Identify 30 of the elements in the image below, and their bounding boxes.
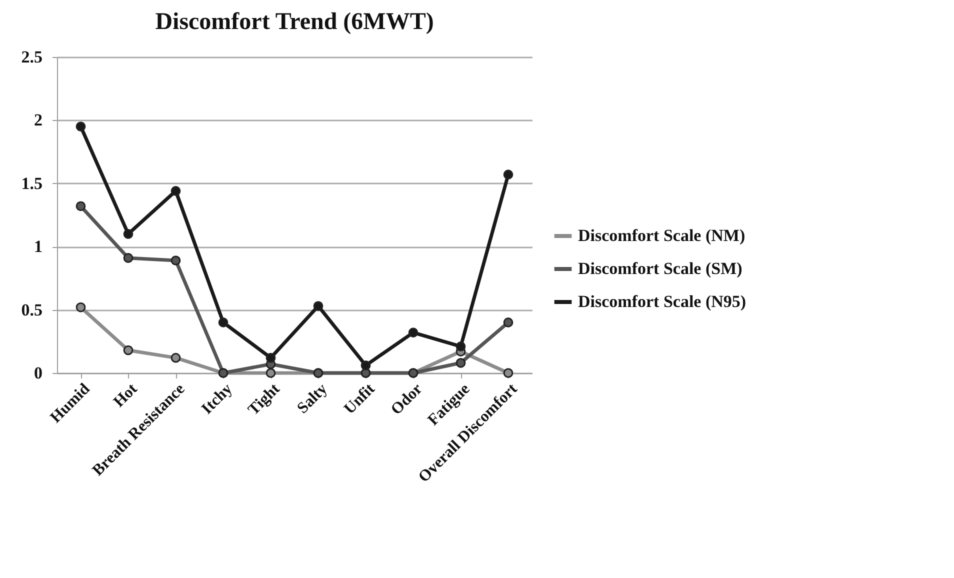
legend-label: Discomfort Scale (NM) <box>578 226 746 245</box>
point <box>313 301 324 311</box>
legend-label: Discomfort Scale (SM) <box>578 259 742 278</box>
point <box>76 122 86 132</box>
point <box>408 328 418 338</box>
point <box>503 318 514 328</box>
point <box>456 358 466 368</box>
y-tick-label: 2.5 <box>21 48 42 66</box>
point <box>360 360 371 370</box>
point <box>76 302 86 312</box>
point <box>218 318 228 328</box>
y-tick-label: 1.5 <box>21 174 42 193</box>
point <box>170 186 181 196</box>
point <box>503 170 514 180</box>
point <box>123 229 134 239</box>
point <box>170 352 181 363</box>
y-tick-label: 2 <box>34 110 42 130</box>
point <box>123 345 134 356</box>
point <box>266 368 276 378</box>
point <box>170 256 181 266</box>
point <box>503 368 514 378</box>
point <box>266 352 276 363</box>
chart-title: Discomfort Trend (6MWT) <box>155 9 434 35</box>
legend-label: Discomfort Scale (N95) <box>578 292 746 311</box>
point <box>76 201 86 212</box>
y-tick-label: 0 <box>34 364 42 382</box>
point <box>456 342 466 352</box>
point <box>123 253 134 263</box>
y-tick-label: 1 <box>34 237 42 256</box>
y-tick-label: 0.5 <box>21 300 42 320</box>
